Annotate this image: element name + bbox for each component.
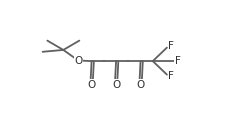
Text: O: O [74,56,83,66]
Text: F: F [168,41,174,51]
Text: O: O [88,80,96,90]
Text: O: O [137,80,145,90]
Text: F: F [175,56,181,66]
Text: F: F [168,71,174,81]
Text: O: O [112,80,120,90]
